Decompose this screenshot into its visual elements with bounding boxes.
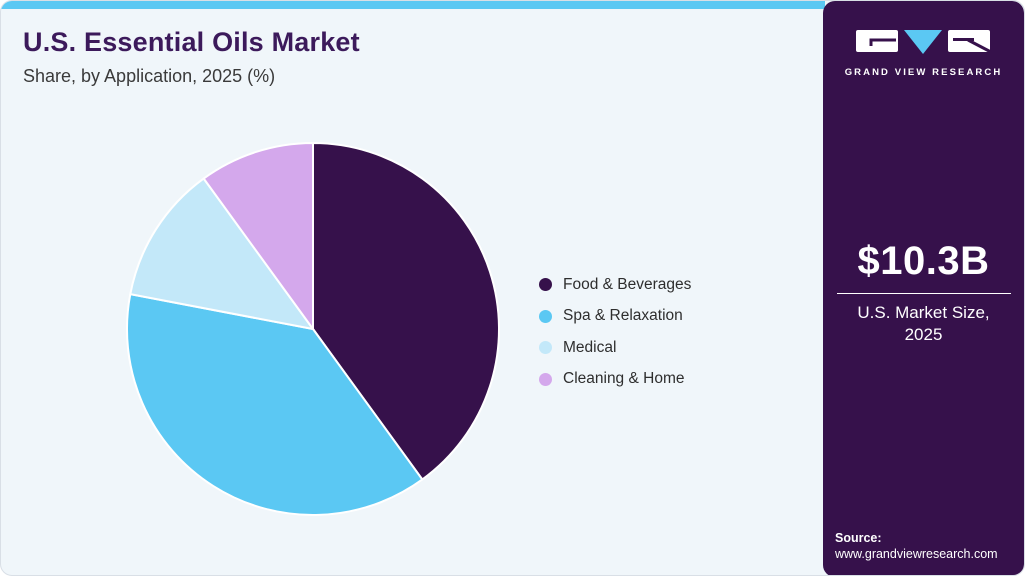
chart-title: U.S. Essential Oils Market <box>23 27 360 57</box>
pie-chart-area <box>125 141 501 517</box>
legend-item: Cleaning & Home <box>539 364 691 396</box>
market-size-divider <box>836 293 1011 294</box>
legend-swatch <box>539 372 552 386</box>
top-accent-bar <box>1 1 825 9</box>
source-block: Source: www.grandviewresearch.com <box>835 531 998 561</box>
header: U.S. Essential Oils Market Share, by App… <box>23 27 360 87</box>
legend-item: Spa & Relaxation <box>539 301 691 333</box>
logo-r-detail <box>952 38 991 53</box>
market-size-block: $10.3B U.S. Market Size, 2025 <box>823 239 1024 347</box>
legend-label: Food & Beverages <box>563 275 692 293</box>
legend-item: Medical <box>539 332 691 364</box>
gvr-logo-icon <box>855 30 991 54</box>
pie-slice-food-beverages <box>312 142 500 481</box>
pie-slice-medical <box>129 177 314 330</box>
market-size-label: U.S. Market Size, 2025 <box>857 303 990 345</box>
legend-label: Cleaning & Home <box>563 370 685 388</box>
logo-g-detail <box>869 38 896 46</box>
legend-swatch <box>539 278 552 292</box>
logo-v-triangle <box>903 30 942 54</box>
legend-label: Spa & Relaxation <box>563 307 683 325</box>
gvr-logo: GRAND VIEW RESEARCH <box>823 29 1024 78</box>
pie-chart <box>126 142 500 516</box>
legend: Food & Beverages Spa & Relaxation Medical C… <box>539 269 691 395</box>
market-size-value: $10.3B <box>857 239 990 283</box>
legend-swatch <box>539 341 552 355</box>
sidebar: GRAND VIEW RESEARCH $10.3B U.S. Market S… <box>823 1 1024 575</box>
pie-slice-spa-relaxation <box>126 293 424 516</box>
pie-slice-cleaning-home <box>202 142 314 330</box>
legend-swatch <box>539 309 552 323</box>
source-label: Source: <box>835 531 882 545</box>
legend-label: Medical <box>563 338 617 356</box>
chart-subtitle: Share, by Application, 2025 (%) <box>23 66 276 86</box>
brand-name: GRAND VIEW RESEARCH <box>844 67 1003 78</box>
source-url[interactable]: www.grandviewresearch.com <box>835 547 998 561</box>
legend-item: Food & Beverages <box>539 269 691 301</box>
